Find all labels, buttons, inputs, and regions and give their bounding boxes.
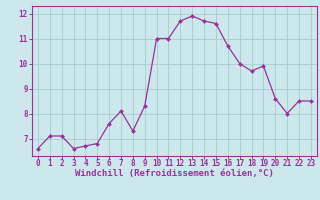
X-axis label: Windchill (Refroidissement éolien,°C): Windchill (Refroidissement éolien,°C) bbox=[75, 169, 274, 178]
